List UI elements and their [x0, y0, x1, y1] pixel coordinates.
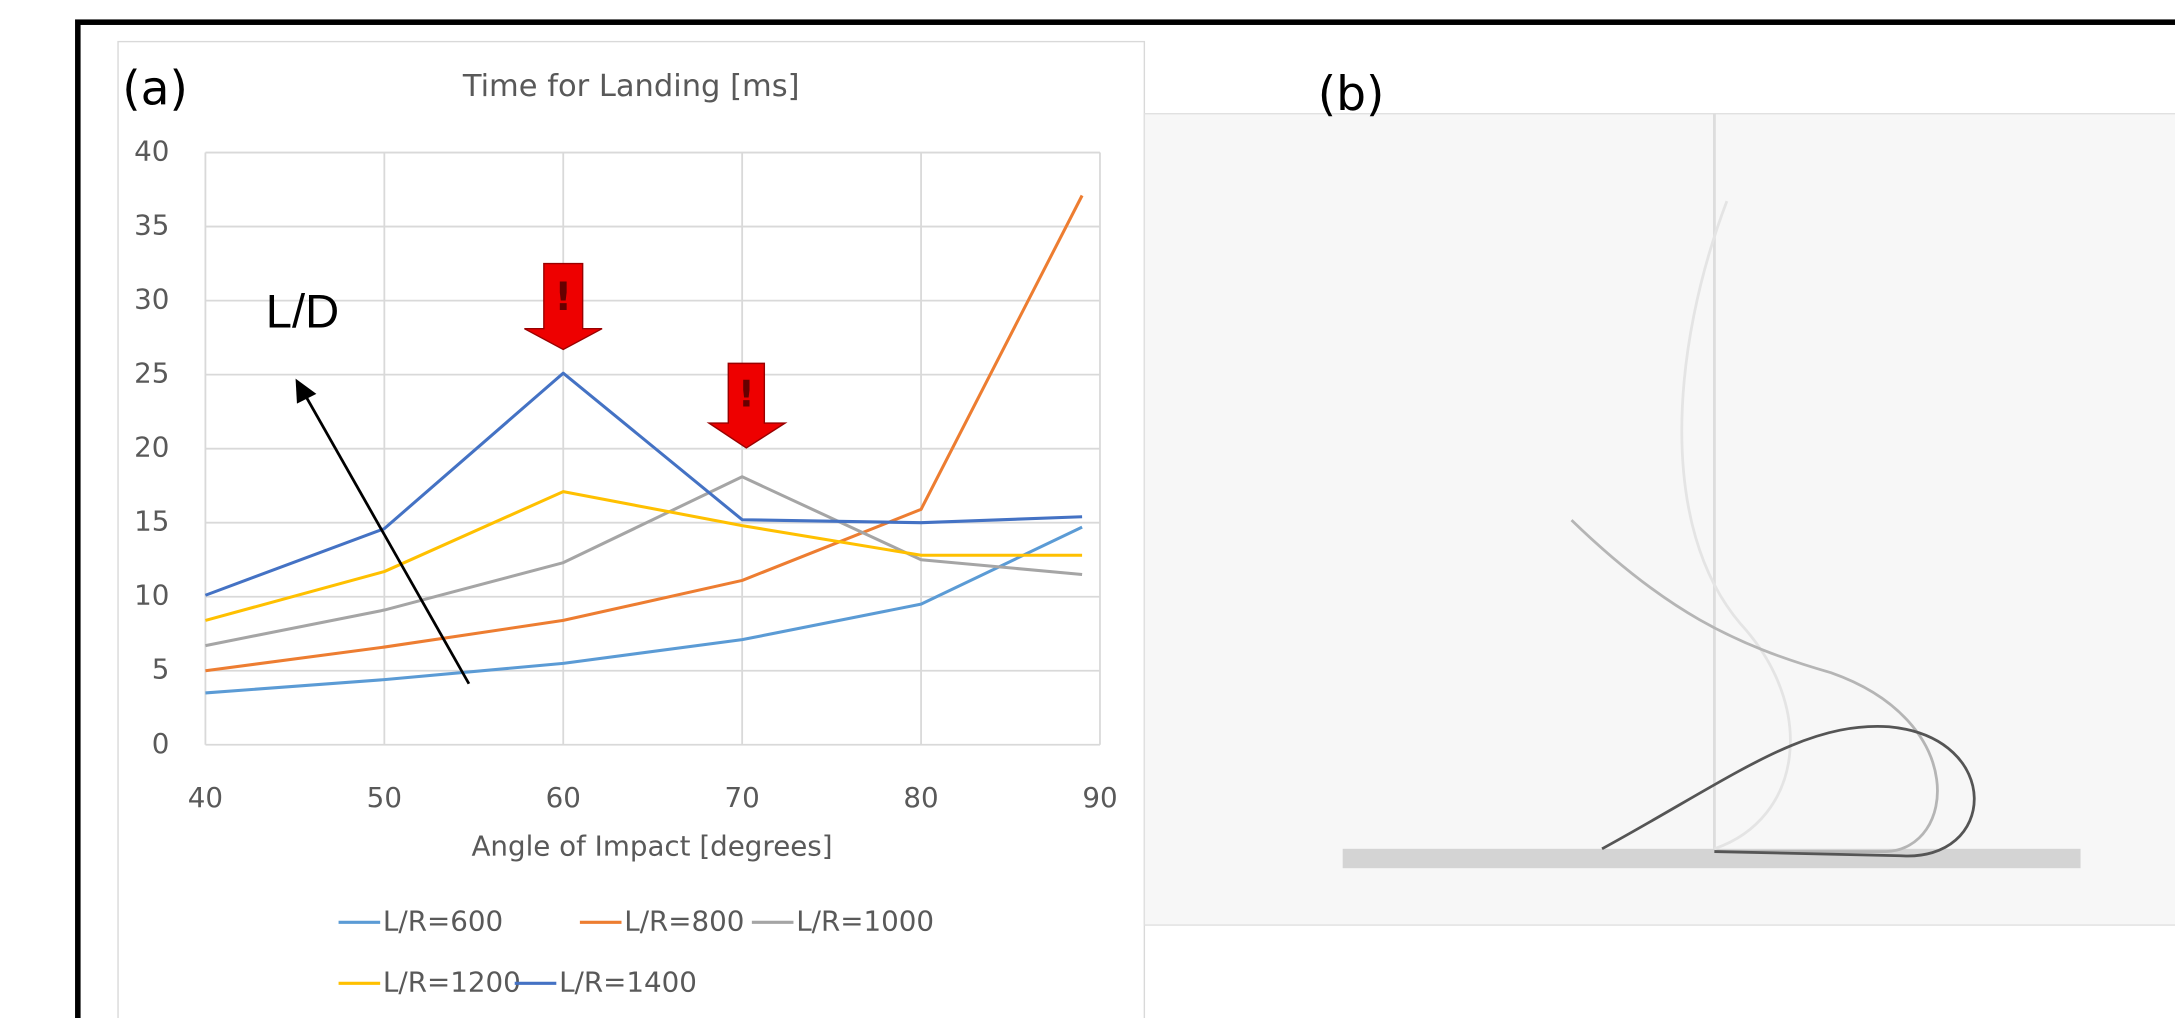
diagram-panel [1144, 114, 2175, 925]
legend-label: L/R=1400 [559, 965, 697, 998]
annotation: L/D [266, 284, 339, 337]
y-tick-label: 40 [134, 135, 169, 168]
x-tick-label: 40 [188, 781, 223, 814]
legend-label: L/R=1000 [796, 904, 934, 937]
annotation: ! [738, 374, 754, 416]
y-tick-label: 10 [134, 579, 169, 612]
chart-title: Time for Landing [ms] [462, 69, 800, 104]
x-tick-label: 70 [725, 781, 760, 814]
annotation: ! [554, 275, 572, 320]
y-tick-label: 35 [134, 209, 169, 242]
panel-label: (b) [1318, 67, 1385, 122]
y-tick-label: 0 [152, 727, 170, 760]
y-tick-label: 15 [134, 505, 169, 538]
x-tick-label: 50 [367, 781, 402, 814]
figure: (a) (b) Time for Landing [ms] Angle of I… [0, 0, 2175, 1018]
x-axis-label: Angle of Impact [degrees] [471, 829, 832, 862]
x-tick-label: 60 [546, 781, 581, 814]
y-tick-label: 5 [152, 653, 170, 686]
x-tick-label: 80 [903, 781, 938, 814]
y-tick-label: 25 [134, 357, 169, 390]
y-tick-label: 20 [134, 431, 169, 464]
legend-label: L/R=600 [383, 904, 503, 937]
x-tick-label: 90 [1082, 781, 1117, 814]
panel-label: (a) [122, 62, 188, 117]
y-tick-label: 30 [134, 283, 169, 316]
legend-label: L/R=800 [624, 904, 744, 937]
legend-label: L/R=1200 [383, 965, 521, 998]
